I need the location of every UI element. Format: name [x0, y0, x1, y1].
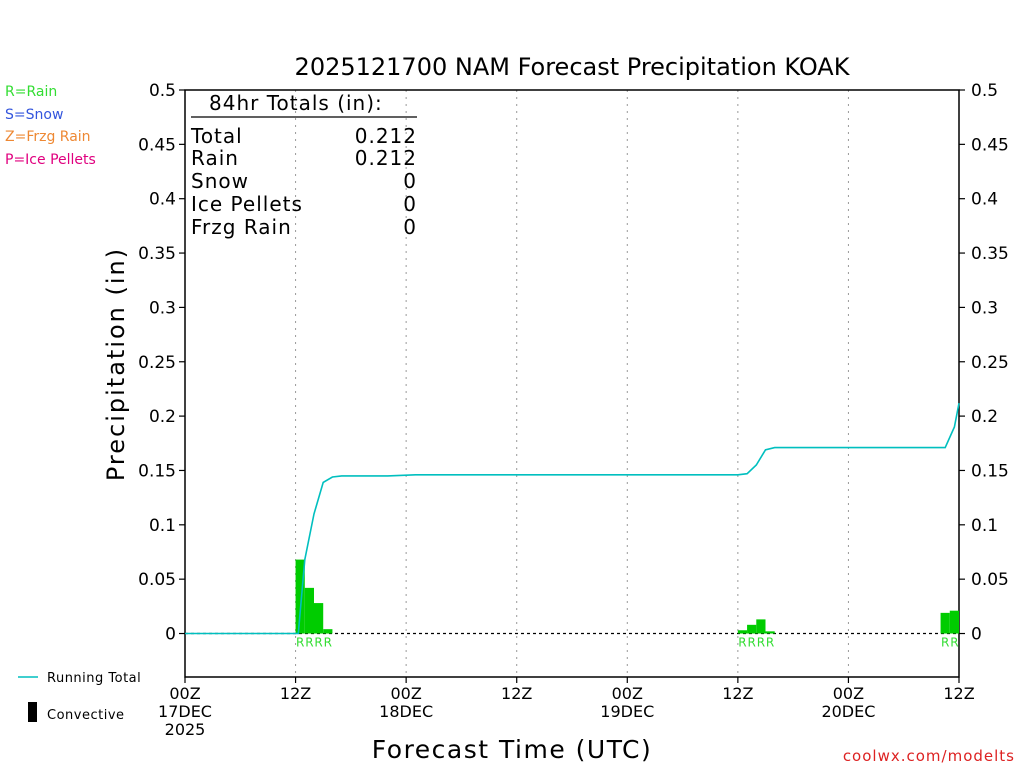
- legend-ice-pellets: P=Ice Pellets: [5, 152, 96, 168]
- precip-bar: [756, 619, 766, 634]
- totals-label-snow: Snow: [191, 169, 249, 193]
- ptype-marker: R: [296, 636, 304, 650]
- running-total-series: [185, 402, 960, 635]
- legend-frzg-rain: Z=Frzg Rain: [5, 129, 91, 145]
- running-total-line: [185, 402, 960, 635]
- y-axis-right: 0 0.05 0.1 0.15 0.2 0.25 0.3 0.35 0.4 0.45 0.5: [959, 81, 1009, 645]
- precip-bar: [314, 603, 324, 634]
- x-tick-label: 00Z: [612, 684, 643, 703]
- x-tick-label: 17DEC: [158, 702, 212, 721]
- x-tick-label: 12Z: [280, 684, 311, 703]
- y-tick-label-left: 0.05: [138, 570, 176, 590]
- ptype-marker: R: [941, 636, 949, 650]
- totals-heading: 84hr Totals (in):: [209, 91, 383, 115]
- legend-rain: R=Rain: [5, 84, 57, 100]
- y-tick-label-left: 0.35: [138, 244, 176, 264]
- x-tick-label: 12Z: [722, 684, 753, 703]
- totals-label-frzg-rain: Frzg Rain: [191, 215, 292, 239]
- x-tick-label: 00Z: [833, 684, 864, 703]
- y-axis-left: 0 0.05 0.1 0.15 0.2 0.25 0.3 0.35 0.4 0.45 0.5: [138, 81, 185, 645]
- precip-bar: [940, 612, 950, 634]
- legend-snow: S=Snow: [5, 107, 63, 123]
- precip-bar: [323, 629, 333, 634]
- ptype-marker: R: [950, 636, 958, 650]
- precip-bar: [304, 587, 314, 634]
- y-tick-label-left: 0.3: [149, 298, 176, 318]
- totals-box: 84hr Totals (in): Total 0.212 Rain 0.212…: [190, 91, 417, 239]
- y-tick-label-right: 0.3: [971, 298, 998, 318]
- x-tick-label: 2025: [165, 720, 206, 739]
- y-tick-label-left: 0: [165, 625, 176, 645]
- grid-lines: [295, 90, 849, 677]
- series-legend: Running Total Convective: [18, 671, 141, 723]
- ptype-marker: R: [324, 636, 332, 650]
- y-axis-label: Precipitation (in): [102, 247, 130, 481]
- y-tick-label-right: 0.15: [971, 461, 1009, 481]
- totals-value-rain: 0.212: [355, 146, 417, 170]
- convective-swatch: [28, 702, 37, 722]
- precip-bars: [295, 559, 959, 634]
- totals-value-snow: 0: [403, 169, 417, 193]
- totals-value-total: 0.212: [355, 124, 417, 148]
- credit-link[interactable]: coolwx.com/modelts: [843, 747, 1015, 765]
- totals-label-rain: Rain: [191, 146, 239, 170]
- x-tick-label: 20DEC: [821, 702, 875, 721]
- y-tick-label-right: 0.25: [971, 353, 1009, 373]
- y-tick-label-right: 0.05: [971, 570, 1009, 590]
- x-tick-label: 18DEC: [379, 702, 433, 721]
- y-tick-label-right: 0.35: [971, 244, 1009, 264]
- ptype-marker: R: [305, 636, 313, 650]
- y-tick-label-left: 0.2: [149, 407, 176, 427]
- ptype-marker: R: [766, 636, 774, 650]
- x-tick-label: 12Z: [501, 684, 532, 703]
- y-tick-label-left: 0.5: [149, 81, 176, 101]
- y-tick-label-left: 0.45: [138, 135, 176, 155]
- y-tick-label-right: 0.2: [971, 407, 998, 427]
- running-total-legend-label: Running Total: [47, 671, 141, 686]
- totals-label-total: Total: [190, 124, 243, 148]
- x-tick-label: 00Z: [169, 684, 200, 703]
- convective-legend-label: Convective: [47, 708, 125, 723]
- y-tick-label-left: 0.1: [149, 516, 176, 536]
- ptype-marker: R: [314, 636, 322, 650]
- totals-label-ice-pellets: Ice Pellets: [191, 192, 303, 216]
- precip-bar: [295, 559, 305, 634]
- chart-title: 2025121700 NAM Forecast Precipitation KO…: [295, 53, 851, 81]
- precip-bar: [747, 624, 757, 634]
- y-tick-label-left: 0.4: [149, 190, 176, 210]
- ptype-legend: R=Rain S=Snow Z=Frzg Rain P=Ice Pellets: [5, 84, 96, 168]
- y-tick-label-left: 0.15: [138, 461, 176, 481]
- y-tick-label-left: 0.25: [138, 353, 176, 373]
- ptype-marker: R: [757, 636, 765, 650]
- x-tick-label: 12Z: [943, 684, 974, 703]
- precip-bar: [737, 630, 748, 634]
- ptype-marker: R: [748, 636, 756, 650]
- ptype-marker: R: [738, 636, 746, 650]
- x-tick-label: 19DEC: [600, 702, 654, 721]
- y-tick-label-right: 0.1: [971, 516, 998, 536]
- totals-value-ice-pellets: 0: [403, 192, 417, 216]
- y-tick-label-right: 0.4: [971, 190, 998, 210]
- x-tick-label: 00Z: [390, 684, 421, 703]
- precip-bar: [765, 631, 775, 634]
- x-axis-label: Forecast Time (UTC): [372, 735, 652, 764]
- y-tick-label-right: 0.45: [971, 135, 1009, 155]
- precip-bar: [949, 610, 959, 634]
- plot-frame: [184, 89, 960, 678]
- totals-value-frzg-rain: 0: [403, 215, 417, 239]
- y-tick-label-right: 0: [971, 625, 982, 645]
- y-tick-label-right: 0.5: [971, 81, 998, 101]
